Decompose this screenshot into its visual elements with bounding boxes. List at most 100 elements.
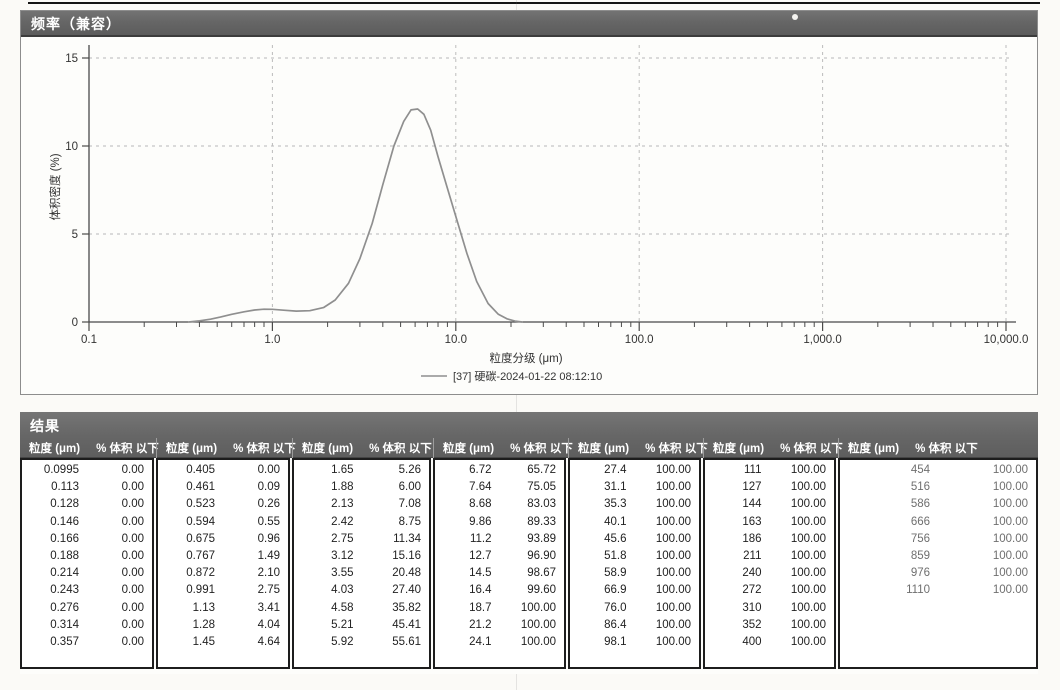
x-axis-label: 粒度分级 (μm) xyxy=(489,351,562,365)
size-value-cell: 27.4 xyxy=(604,464,627,476)
volume-under-value-cell: 0.00 xyxy=(121,464,144,476)
size-value-cell: 0.314 xyxy=(50,618,79,631)
volume-under-value-cell: 100.00 xyxy=(790,464,826,476)
size-value-cell: 0.243 xyxy=(50,584,79,597)
volume-under-column-header: % 体积 以下 xyxy=(780,443,843,455)
size-value-cell: 0.405 xyxy=(186,464,215,476)
table-column-group: 454 100.00 516 100.00 586 100.00 666 100.00 756 1… xyxy=(838,458,1038,669)
volume-under-value-cell: 99.60 xyxy=(527,584,556,597)
volume-under-value-cell: 100.00 xyxy=(655,601,691,614)
table-row: 756 100.00 xyxy=(840,531,1036,548)
volume-under-value-cell: 5.26 xyxy=(398,464,421,476)
size-value-cell: 2.42 xyxy=(331,515,354,528)
volume-under-value-cell: 0.26 xyxy=(257,498,280,511)
size-value-cell: 2.13 xyxy=(331,498,354,511)
column-group-header: 粒度 (μm) % 体积 以下 xyxy=(433,438,573,458)
column-group-header: 粒度 (μm) % 体积 以下 xyxy=(703,438,843,458)
table-row: 310 100.00 xyxy=(705,600,834,617)
size-value-cell: 4.03 xyxy=(331,584,354,597)
size-value-cell: 3.12 xyxy=(331,549,354,562)
size-value-cell: 1110 xyxy=(906,584,930,597)
size-value-cell: 0.166 xyxy=(50,532,79,545)
volume-under-value-cell: 1.49 xyxy=(257,549,280,562)
volume-under-column-header: % 体积 以下 xyxy=(645,443,708,455)
table-row: 0.166 0.00 xyxy=(22,531,152,548)
volume-under-value-cell: 100.00 xyxy=(655,515,691,528)
table-row: 18.7 100.00 xyxy=(435,600,564,617)
table-row: 0.146 0.00 xyxy=(22,514,152,531)
table-row: 859 100.00 xyxy=(840,548,1036,565)
size-value-cell: 666 xyxy=(910,515,930,528)
table-column-group: 6.72 65.72 7.64 75.05 8.68 83.03 9.86 89.33 11.2… xyxy=(433,458,566,669)
table-row: 186 100.00 xyxy=(705,531,834,548)
volume-under-value-cell: 100.00 xyxy=(790,532,826,545)
size-column-header: 粒度 (μm) xyxy=(848,443,900,455)
y-tick-label: 10 xyxy=(65,141,78,153)
size-value-cell: 3.55 xyxy=(331,567,354,580)
table-row: 11.2 93.89 xyxy=(435,531,564,548)
size-value-cell: 756 xyxy=(910,532,930,545)
table-row: 27.4 100.00 xyxy=(570,462,699,479)
distribution-curve xyxy=(187,108,523,323)
table-row: 5.21 45.41 xyxy=(294,617,429,634)
table-row: 66.9 100.00 xyxy=(570,582,699,599)
size-value-cell: 0.113 xyxy=(51,481,79,494)
volume-under-value-cell: 100.00 xyxy=(520,618,556,631)
table-row: 45.6 100.00 xyxy=(570,531,699,548)
column-group-header: 粒度 (μm) % 体积 以下 xyxy=(156,438,296,458)
volume-under-value-cell: 100.00 xyxy=(655,567,691,580)
table-row: 0.767 1.49 xyxy=(158,548,288,565)
size-value-cell: 0.872 xyxy=(186,567,215,580)
size-value-cell: 98.1 xyxy=(604,635,627,648)
table-row: 14.5 98.67 xyxy=(435,565,564,582)
table-row: 127 100.00 xyxy=(705,479,834,496)
volume-under-value-cell: 100.00 xyxy=(790,481,826,494)
results-column-headers: 粒度 (μm)% 体积 以下 粒度 (μm)% 体积 以下 粒度 (μm)% 体积 … xyxy=(20,438,1038,458)
table-row: 163 100.00 xyxy=(705,514,834,531)
y-tick-label: 5 xyxy=(72,229,78,241)
size-value-cell: 1.88 xyxy=(331,481,354,494)
table-row: 1.45 4.64 xyxy=(158,634,288,651)
size-value-cell: 16.4 xyxy=(469,584,492,597)
size-value-cell: 6.72 xyxy=(469,464,492,476)
volume-under-value-cell: 6.00 xyxy=(398,481,421,494)
size-value-cell: 58.9 xyxy=(604,567,627,580)
volume-under-value-cell: 100.00 xyxy=(992,584,1028,597)
table-row: 666 100.00 xyxy=(840,514,1036,531)
volume-under-value-cell: 0.09 xyxy=(257,481,280,494)
table-row: 31.1 100.00 xyxy=(570,479,699,496)
table-row: 40.1 100.00 xyxy=(570,514,699,531)
volume-under-value-cell: 100.00 xyxy=(655,481,691,494)
volume-under-value-cell: 100.00 xyxy=(655,618,691,631)
size-value-cell: 86.4 xyxy=(604,618,627,631)
size-value-cell: 0.357 xyxy=(50,635,79,648)
table-row: 0.991 2.75 xyxy=(158,582,288,599)
volume-under-value-cell: 100.00 xyxy=(790,601,826,614)
size-value-cell: 0.461 xyxy=(186,481,215,494)
size-value-cell: 0.594 xyxy=(186,515,215,528)
size-value-cell: 1.45 xyxy=(192,635,215,648)
table-row: 0.461 0.09 xyxy=(158,479,288,496)
x-tick-label: 100.0 xyxy=(625,334,654,346)
volume-under-value-cell: 100.00 xyxy=(992,515,1028,528)
size-value-cell: 211 xyxy=(743,549,762,562)
size-value-cell: 310 xyxy=(742,601,762,614)
column-group-header: 粒度 (μm) % 体积 以下 xyxy=(292,438,432,458)
volume-under-value-cell: 0.00 xyxy=(121,498,144,511)
table-row: 0.188 0.00 xyxy=(22,548,152,565)
size-value-cell: 12.7 xyxy=(469,549,492,562)
column-group-header: 粒度 (μm) % 体积 以下 xyxy=(20,438,159,458)
size-value-cell: 272 xyxy=(742,584,762,597)
table-row: 1110 100.00 xyxy=(840,582,1036,599)
size-value-cell: 0.214 xyxy=(50,567,79,580)
size-value-cell: 8.68 xyxy=(469,498,492,511)
volume-under-value-cell: 100.00 xyxy=(655,584,691,597)
size-column-header: 粒度 (μm) xyxy=(166,443,218,455)
table-row: 0.243 0.00 xyxy=(22,582,152,599)
volume-under-value-cell: 83.03 xyxy=(527,498,556,511)
volume-under-value-cell: 4.04 xyxy=(257,618,280,631)
volume-under-value-cell: 100.00 xyxy=(790,515,826,528)
volume-under-value-cell: 35.82 xyxy=(392,601,421,614)
table-row: 86.4 100.00 xyxy=(570,617,699,634)
x-tick-label: 0.1 xyxy=(81,334,97,346)
